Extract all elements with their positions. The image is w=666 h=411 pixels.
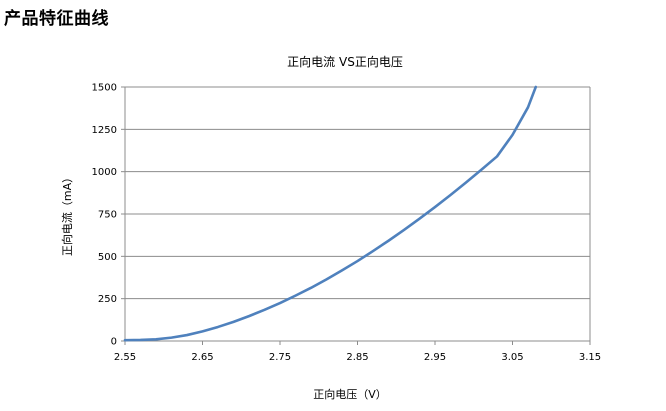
- y-tick-label: 500: [98, 252, 117, 263]
- y-tick-label: 1000: [92, 167, 117, 178]
- x-tick-label: 2.55: [114, 352, 136, 363]
- series-line: [123, 85, 538, 342]
- x-tick-label: 3.15: [579, 352, 601, 363]
- x-tick-label: 2.65: [191, 352, 213, 363]
- x-tick-label: 2.75: [269, 352, 291, 363]
- x-tick-label: 2.85: [346, 352, 368, 363]
- grid-lines: [125, 86, 590, 300]
- y-tick-label: 1500: [92, 83, 117, 94]
- section-heading: 产品特征曲线: [4, 9, 109, 29]
- tick-labels: 0 250 500 750 1000 1250 1500 2.55 2.65 2.75 2.85 2.…: [92, 83, 602, 364]
- chart-title: 正向电流 VS正向电压: [287, 54, 403, 69]
- x-axis-label: 正向电压（V）: [313, 387, 387, 401]
- x-tick-label: 3.05: [501, 352, 523, 363]
- series: [123, 85, 538, 342]
- x-tick-label: 2.95: [424, 352, 446, 363]
- y-tick-label: 0: [111, 337, 117, 348]
- y-tick-label: 750: [98, 210, 117, 221]
- y-axis-label: 正向电流（mA）: [60, 172, 74, 256]
- axes: [121, 86, 591, 345]
- y-tick-label: 1250: [92, 125, 117, 136]
- y-tick-label: 250: [98, 294, 117, 305]
